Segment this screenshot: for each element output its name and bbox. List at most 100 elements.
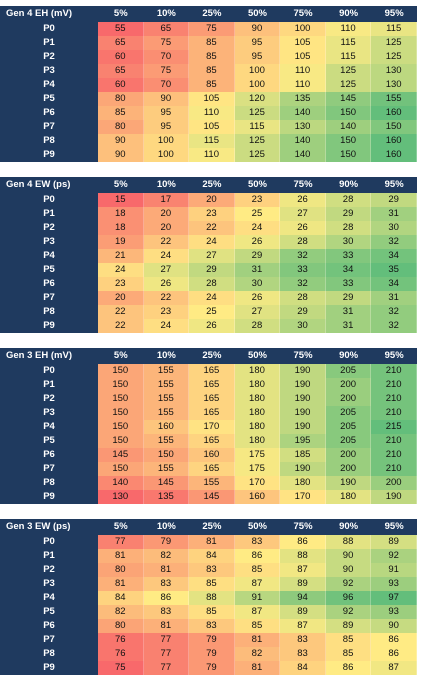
column-header: 90% [325, 177, 372, 193]
row-label: P6 [0, 277, 98, 291]
table-row: P0 15 17 20 23 26 28 29 [0, 193, 417, 207]
column-header: 25% [189, 177, 235, 193]
heatmap-cell: 85 [98, 106, 144, 120]
heatmap-cell: 30 [234, 277, 281, 291]
heatmap-cell: 130 [98, 490, 144, 504]
heatmap-cell: 155 [143, 364, 190, 378]
heatmap-cell: 83 [280, 647, 326, 661]
column-header: 5% [98, 519, 144, 535]
heatmap-cell: 100 [280, 22, 326, 36]
heatmap-cell: 210 [371, 434, 417, 448]
table-row: P6 85 95 110 125 140 150 160 [0, 106, 417, 120]
heatmap-cell: 29 [189, 263, 235, 277]
heatmap-cell: 180 [280, 476, 326, 490]
table-title: Gen 4 EH (mV) [0, 6, 98, 22]
table-row: P0 77 79 81 83 86 88 89 [0, 535, 417, 549]
column-header: 10% [143, 519, 190, 535]
row-label: P0 [0, 193, 98, 207]
heatmap-cell: 195 [280, 434, 326, 448]
heatmap-cell: 145 [143, 476, 190, 490]
table-row: P8 90 100 115 125 140 150 160 [0, 134, 417, 148]
heatmap-cell: 190 [280, 378, 326, 392]
row-label: P5 [0, 92, 98, 106]
table-row: P3 65 75 85 100 110 125 130 [0, 64, 417, 78]
heatmap-cell: 115 [325, 50, 372, 64]
table-row: P6 145 150 160 175 185 200 210 [0, 448, 417, 462]
heatmap-cell: 32 [371, 319, 417, 333]
heatmap-cell: 87 [280, 619, 326, 633]
heatmap-cell: 150 [98, 420, 144, 434]
heatmap-cell: 90 [98, 148, 144, 162]
heatmap-cell: 145 [98, 448, 144, 462]
heatmap-cell: 28 [189, 277, 235, 291]
heatmap-cell: 85 [234, 619, 281, 633]
table-row: P2 60 70 85 95 105 115 125 [0, 50, 417, 64]
heatmap-cell: 77 [143, 647, 190, 661]
heatmap-cell: 175 [234, 462, 281, 476]
heatmap-cell: 65 [143, 22, 190, 36]
table-row: P0 150 155 165 180 190 205 210 [0, 364, 417, 378]
row-label: P9 [0, 148, 98, 162]
heatmap-cell: 24 [234, 221, 281, 235]
heatmap-cell: 97 [371, 591, 417, 605]
heatmap-cell: 83 [189, 563, 235, 577]
heatmap-cell: 81 [143, 619, 190, 633]
table-row: P3 150 155 165 180 190 205 210 [0, 406, 417, 420]
heatmap-cell: 23 [98, 277, 144, 291]
heatmap-cell: 170 [234, 476, 281, 490]
heatmap-cell: 180 [325, 490, 372, 504]
heatmap-cell: 155 [143, 378, 190, 392]
heatmap-cell: 84 [98, 591, 144, 605]
heatmap-cell: 185 [280, 448, 326, 462]
row-label: P2 [0, 392, 98, 406]
column-header: 10% [143, 177, 190, 193]
heatmap-cell: 140 [280, 134, 326, 148]
heatmap-cell: 155 [143, 406, 190, 420]
heatmap-cell: 200 [325, 378, 372, 392]
heatmap-cell: 28 [280, 235, 326, 249]
heatmap-cell: 86 [325, 661, 372, 675]
heatmap-cell: 55 [98, 22, 144, 36]
heatmap-cell: 165 [189, 406, 235, 420]
table-row: P2 150 155 165 180 190 200 210 [0, 392, 417, 406]
heatmap-cell: 77 [143, 661, 190, 675]
row-label: P7 [0, 291, 98, 305]
table-row: P8 140 145 155 170 180 190 200 [0, 476, 417, 490]
heatmap-cell: 86 [280, 535, 326, 549]
heatmap-cell: 20 [143, 221, 190, 235]
heatmap-cell: 26 [143, 277, 190, 291]
heatmap-cell: 33 [325, 277, 372, 291]
row-label: P5 [0, 263, 98, 277]
heatmap-cell: 125 [234, 106, 281, 120]
heatmap-cell: 190 [325, 476, 372, 490]
heatmap-cell: 20 [98, 291, 144, 305]
column-header: 10% [143, 348, 190, 364]
heatmap-cell: 29 [234, 249, 281, 263]
column-header: 25% [189, 519, 235, 535]
table-row: P0 55 65 75 90 100 110 115 [0, 22, 417, 36]
heatmap-cell: 32 [371, 235, 417, 249]
heatmap-cell: 75 [143, 36, 190, 50]
heatmap-cell: 24 [189, 291, 235, 305]
heatmap-cell: 33 [280, 263, 326, 277]
column-header: 95% [371, 6, 417, 22]
row-label: P5 [0, 605, 98, 619]
heatmap-cell: 190 [280, 392, 326, 406]
heatmap-cell: 31 [371, 291, 417, 305]
heatmap-cell: 88 [189, 591, 235, 605]
heatmap-cell: 87 [234, 577, 281, 591]
heatmap-cell: 170 [280, 490, 326, 504]
heatmap-cell: 81 [234, 633, 281, 647]
column-header: 90% [325, 6, 372, 22]
heatmap-cell: 22 [98, 305, 144, 319]
heatmap-cell: 175 [234, 448, 281, 462]
heatmap-cell: 85 [189, 50, 235, 64]
heatmap-cell: 35 [371, 263, 417, 277]
row-label: P6 [0, 448, 98, 462]
heatmap-cell: 190 [280, 462, 326, 476]
heatmap-cell: 90 [371, 619, 417, 633]
heatmap-cell: 29 [325, 207, 372, 221]
heatmap-cell: 150 [98, 462, 144, 476]
row-label: P2 [0, 50, 98, 64]
heatmap-cell: 22 [143, 235, 190, 249]
